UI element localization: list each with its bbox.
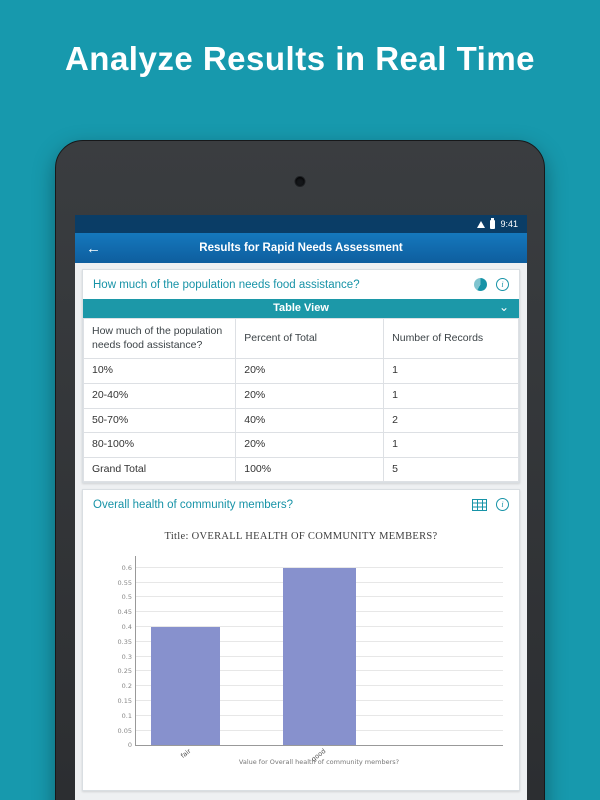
question-header-row: How much of the population needs food as…	[83, 270, 519, 299]
results-table-body: 10% 20% 1 20-40% 20% 1 50-70% 40% 2 80-100% 20% 1 Gr…	[82, 358, 519, 483]
y-tick-label: 0.1	[121, 711, 132, 720]
table-cell: 50-70%	[82, 407, 237, 434]
table-row: 20-40% 20% 1	[82, 382, 519, 409]
back-arrow-icon[interactable]: ←	[86, 239, 101, 257]
table-cell: 20%	[235, 382, 385, 409]
wifi-icon	[477, 220, 486, 228]
table-cell: 20%	[235, 432, 385, 458]
question-title: Overall health of community members?	[93, 498, 294, 511]
y-tick-label: 0.15	[117, 697, 132, 706]
y-tick-label: 0.3	[121, 652, 132, 661]
table-cell: 80-100%	[82, 432, 237, 458]
chevron-down-icon: ⌄	[498, 300, 509, 314]
y-tick-label: 0.5	[121, 593, 132, 602]
table-cell: 10%	[82, 358, 237, 384]
table-header: Number of Records	[383, 317, 519, 360]
status-time: 9:41	[500, 219, 518, 229]
y-tick-label: 0.45	[117, 608, 132, 617]
battery-icon	[490, 217, 496, 229]
table-cell: 20-40%	[82, 382, 237, 409]
results-table: How much of the population needs food as…	[82, 317, 519, 483]
question-card-overall-health: Overall health of community members? i T…	[82, 489, 520, 792]
table-header: How much of the population needs food as…	[82, 317, 237, 360]
question-card-food-assistance: How much of the population needs food as…	[82, 269, 520, 484]
table-cell: 1	[383, 358, 519, 384]
info-icon[interactable]: i	[496, 278, 509, 291]
y-tick-label: 0.2	[121, 682, 132, 691]
table-cell: 100%	[235, 456, 385, 483]
status-bar: 9:41	[75, 215, 527, 233]
table-header-row: How much of the population needs food as…	[82, 317, 519, 360]
table-cell: 40%	[235, 407, 385, 434]
camera-dot	[295, 177, 305, 186]
table-cell: 5	[383, 456, 519, 483]
view-selector[interactable]: Table View ⌄	[83, 299, 519, 318]
tablet-device: 9:41 ← Results for Rapid Needs Assessmen…	[55, 140, 545, 800]
y-tick-label: 0.35	[117, 637, 132, 646]
table-row: 10% 20% 1	[82, 358, 519, 384]
y-tick-label: 0.05	[117, 726, 132, 735]
question-header-row: Overall health of community members? i	[83, 490, 519, 519]
table-view-icon[interactable]	[472, 498, 487, 511]
chart-title: Title: OVERALL HEALTH OF COMMUNITY MEMBE…	[164, 531, 438, 543]
y-tick-label: 0.6	[121, 563, 132, 572]
table-header: Percent of Total	[235, 317, 385, 360]
bar	[282, 567, 357, 746]
table-row: Grand Total 100% 5	[82, 456, 519, 483]
table-cell: Grand Total	[82, 456, 237, 483]
pie-chart-icon[interactable]	[474, 278, 487, 291]
table-cell: 1	[383, 382, 519, 409]
app-bar-title: Results for Rapid Needs Assessment	[199, 242, 403, 254]
tablet-screen: 9:41 ← Results for Rapid Needs Assessmen…	[75, 215, 527, 800]
table-row: 50-70% 40% 2	[82, 407, 519, 434]
headline: Analyze Results in Real Time	[64, 40, 536, 77]
table-cell: 1	[383, 432, 519, 458]
y-tick-label: 0	[127, 741, 132, 750]
app-bar: ← Results for Rapid Needs Assessment	[75, 233, 527, 263]
gridline	[136, 566, 503, 568]
x-axis-label: Value for Overall health of community me…	[238, 758, 400, 767]
chart-plot: 0 0.05 0.1 0.15 0.2 0.25 0.3 0.35 0.4 0.45 0.5 0.55…	[118, 556, 503, 764]
y-tick-label: 0.25	[117, 667, 132, 676]
table-row: 80-100% 20% 1	[82, 432, 519, 458]
view-selector-label: Table View	[273, 302, 329, 314]
y-tick-label: 0.4	[121, 623, 132, 632]
table-cell: 2	[383, 407, 519, 434]
bar-chart: Title: OVERALL HEALTH OF COMMUNITY MEMBE…	[83, 531, 519, 790]
question-title: How much of the population needs food as…	[93, 278, 360, 291]
y-tick-label: 0.55	[117, 578, 132, 587]
table-cell: 20%	[235, 358, 385, 384]
bar	[150, 627, 221, 746]
info-icon[interactable]: i	[496, 498, 509, 512]
